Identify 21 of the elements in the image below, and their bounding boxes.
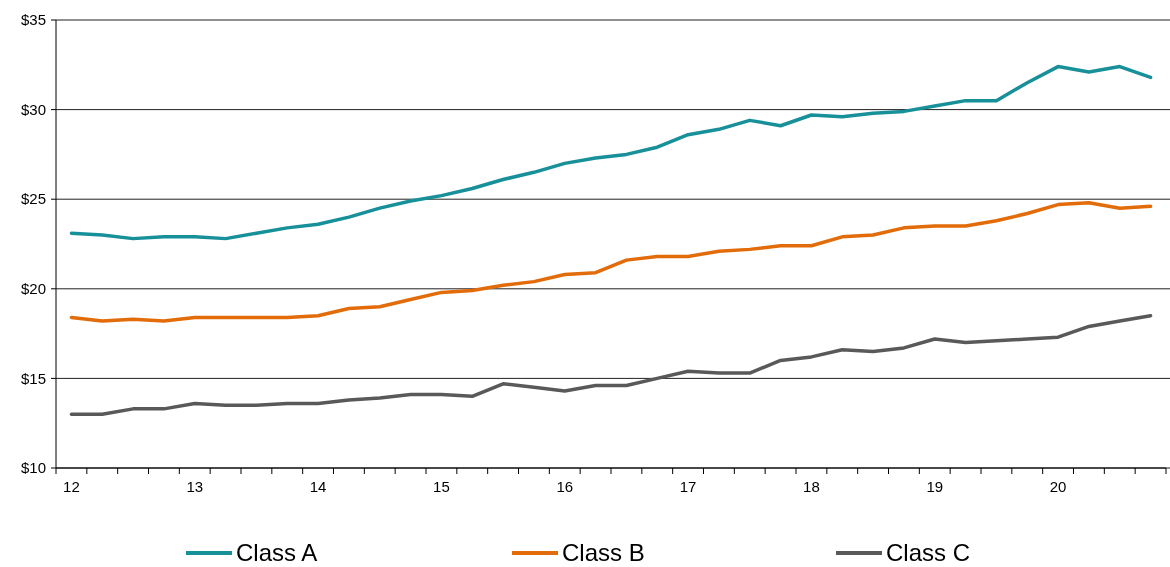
line-series [69,201,1153,323]
x-tick-label: 19 [926,478,944,495]
x-tick-label: 14 [309,478,327,495]
y-tick-label: $35 [20,11,46,29]
y-tick-label: $30 [20,100,46,118]
y-tick-label: $15 [20,369,46,387]
x-tick-label: 17 [679,478,697,495]
y-tick-label: $20 [20,280,46,298]
x-tick-label: 13 [186,478,204,495]
y-tick-label: $10 [20,459,46,477]
x-tick-label: 16 [556,478,574,495]
legend-label: Class B [562,539,645,567]
x-tick-label: 20 [1049,478,1067,495]
line-series [69,313,1153,416]
y-tick-label: $25 [20,190,46,208]
line-series [69,64,1153,241]
legend-label: Class A [236,539,318,567]
x-tick-label: 15 [433,478,450,495]
x-tick-label: 12 [63,478,80,495]
x-tick-label: 18 [803,478,820,495]
legend-label: Class C [886,539,971,567]
